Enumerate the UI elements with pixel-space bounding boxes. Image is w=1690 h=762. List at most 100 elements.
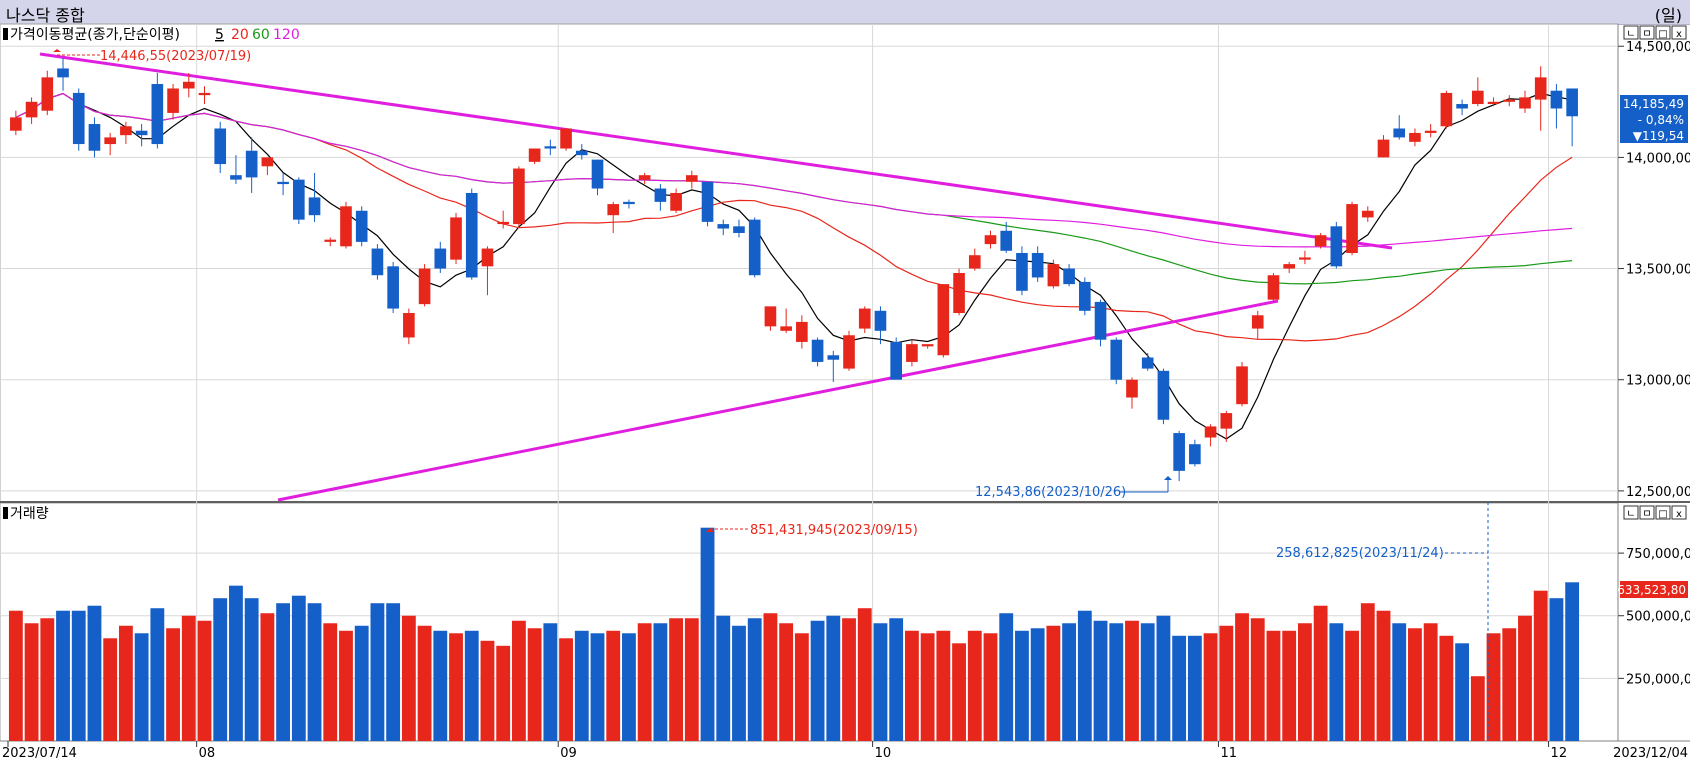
volume-bar[interactable]: [291, 595, 306, 741]
volume-bar[interactable]: [339, 630, 353, 741]
candle-body[interactable]: [465, 192, 478, 278]
candle-body[interactable]: [10, 117, 22, 131]
volume-bar[interactable]: [103, 638, 118, 741]
candle-body[interactable]: [450, 217, 462, 260]
candle-body[interactable]: [544, 146, 557, 149]
volume-bar[interactable]: [1250, 618, 1265, 741]
volume-bar[interactable]: [1502, 628, 1517, 741]
candle-body[interactable]: [984, 235, 997, 245]
candle-body[interactable]: [1110, 339, 1123, 380]
candle-body[interactable]: [1550, 90, 1563, 109]
volume-bar[interactable]: [1266, 630, 1281, 741]
candle-body[interactable]: [261, 157, 274, 167]
volume-bar[interactable]: [244, 598, 259, 741]
candle-body[interactable]: [1079, 281, 1091, 311]
candle-body[interactable]: [748, 219, 761, 276]
volume-bar[interactable]: [920, 633, 935, 741]
candle-body[interactable]: [780, 326, 792, 331]
candle-body[interactable]: [937, 284, 950, 356]
candle-body[interactable]: [1189, 444, 1201, 465]
candle-body[interactable]: [874, 310, 887, 331]
candle-body[interactable]: [1094, 301, 1107, 340]
volume-bar[interactable]: [1360, 603, 1375, 741]
volume-bar[interactable]: [480, 640, 495, 741]
candle-body[interactable]: [1047, 264, 1060, 287]
volume-bar[interactable]: [511, 620, 526, 741]
candle-body[interactable]: [1566, 88, 1578, 117]
candle-body[interactable]: [1063, 268, 1075, 285]
candle-body[interactable]: [198, 92, 211, 96]
candle-body[interactable]: [1330, 226, 1343, 267]
candle-body[interactable]: [277, 181, 289, 185]
volume-bar[interactable]: [1518, 615, 1532, 741]
volume-bar[interactable]: [134, 633, 149, 741]
candle-body[interactable]: [403, 313, 415, 338]
candle-body[interactable]: [41, 77, 54, 111]
volume-bar[interactable]: [559, 638, 573, 741]
volume-bar[interactable]: [1486, 633, 1501, 741]
volume-bar[interactable]: [417, 625, 432, 741]
volume-bar[interactable]: [213, 598, 228, 741]
volume-bar[interactable]: [1077, 610, 1092, 741]
volume-bar[interactable]: [24, 623, 39, 741]
volume-bar[interactable]: [637, 623, 652, 741]
candle-body[interactable]: [811, 339, 824, 362]
volume-bar[interactable]: [87, 605, 102, 741]
volume-bar[interactable]: [936, 630, 951, 741]
volume-bar[interactable]: [1062, 623, 1077, 741]
volume-bar[interactable]: [999, 613, 1014, 741]
volume-bar[interactable]: [1408, 628, 1422, 741]
candle-body[interactable]: [120, 126, 132, 136]
candle-body[interactable]: [638, 175, 651, 180]
volume-bar[interactable]: [1093, 620, 1108, 741]
candle-body[interactable]: [355, 210, 368, 242]
volume-bar[interactable]: [197, 620, 212, 741]
volume-bar[interactable]: [1455, 643, 1470, 741]
volume-bar[interactable]: [873, 623, 888, 741]
candle-body[interactable]: [843, 335, 855, 369]
candle-body[interactable]: [1361, 210, 1374, 218]
candle-body[interactable]: [623, 201, 635, 205]
candle-body[interactable]: [324, 239, 337, 242]
volume-bar[interactable]: [747, 618, 762, 741]
candle-body[interactable]: [1220, 413, 1233, 429]
volume-bar[interactable]: [700, 527, 715, 741]
volume-bar[interactable]: [150, 608, 165, 741]
ma20-label[interactable]: 20: [231, 27, 249, 43]
candle-body[interactable]: [1409, 132, 1421, 142]
volume-bar[interactable]: [574, 630, 589, 741]
volume-bar[interactable]: [857, 608, 872, 741]
volume-bar[interactable]: [1235, 613, 1249, 741]
volume-bar[interactable]: [307, 603, 322, 741]
candle-body[interactable]: [245, 150, 258, 178]
volume-bar[interactable]: [810, 620, 825, 741]
candle-body[interactable]: [670, 192, 682, 211]
volume-bar[interactable]: [464, 630, 479, 741]
candle-body[interactable]: [1236, 366, 1248, 405]
volume-bar[interactable]: [967, 630, 982, 741]
volume-bar[interactable]: [181, 615, 196, 741]
volume-bar[interactable]: [684, 618, 699, 741]
volume-bar[interactable]: [118, 625, 133, 741]
volume-bar[interactable]: [1565, 582, 1580, 741]
volume-bar[interactable]: [1313, 605, 1328, 741]
candle-body[interactable]: [371, 248, 384, 276]
volume-bar[interactable]: [1203, 633, 1218, 741]
candle-body[interactable]: [1016, 252, 1028, 291]
candle-body[interactable]: [1204, 426, 1217, 438]
volume-bar[interactable]: [622, 633, 636, 741]
candle-body[interactable]: [167, 88, 179, 113]
volume-bar[interactable]: [56, 610, 70, 741]
candle-body[interactable]: [1283, 264, 1295, 269]
candle-body[interactable]: [1299, 257, 1311, 260]
candle-body[interactable]: [1031, 252, 1044, 278]
candle-body[interactable]: [57, 68, 69, 78]
volume-bar[interactable]: [354, 625, 369, 741]
candle-body[interactable]: [497, 221, 509, 225]
volume-bar[interactable]: [449, 633, 463, 741]
volume-bar[interactable]: [1030, 628, 1045, 741]
volume-bar[interactable]: [1549, 598, 1564, 741]
candle-body[interactable]: [151, 84, 164, 145]
candle-body[interactable]: [308, 197, 321, 216]
candle-body[interactable]: [1519, 97, 1531, 109]
